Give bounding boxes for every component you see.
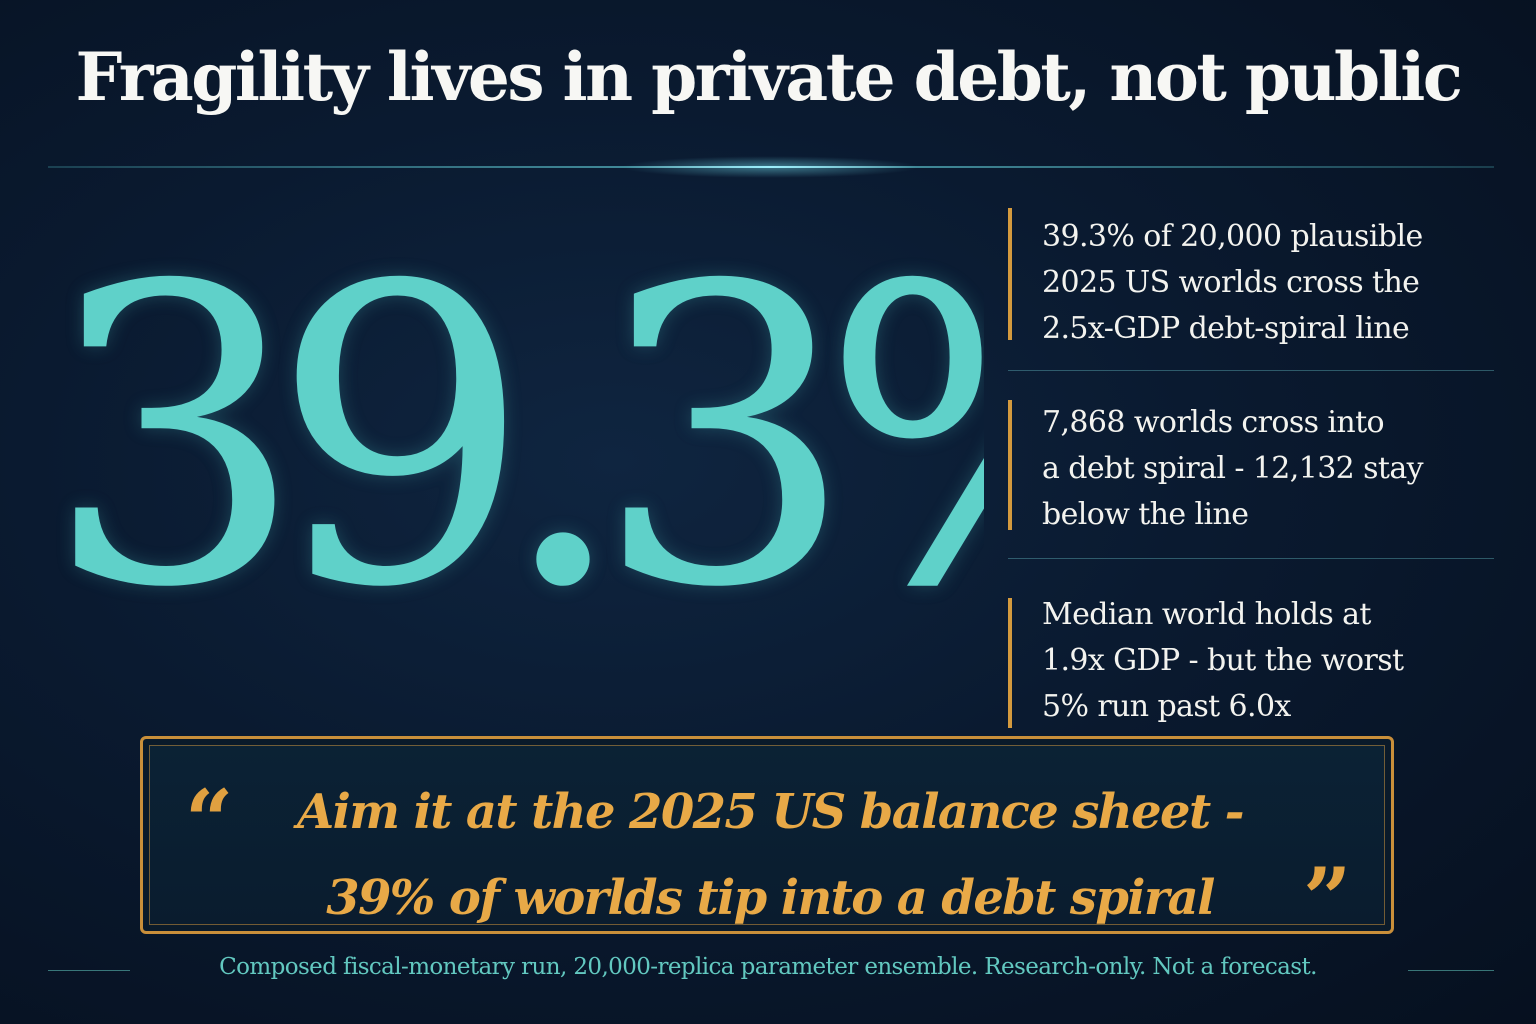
fact-item: 7,868 worlds cross into a debt spiral - … [1008, 374, 1494, 572]
fact-text-line: 1.9x GDP - but the worst [1042, 643, 1404, 678]
fact-text-line: 5% run past 6.0x [1042, 689, 1291, 724]
quote-callout: “ Aim it at the 2025 US balance sheet - … [140, 736, 1394, 941]
headline-stat: 39.3% [44, 199, 984, 677]
fact-list: 39.3% of 20,000 plausible 2025 US worlds… [1008, 200, 1494, 762]
footer-rule-right [1408, 970, 1494, 971]
fact-divider [1008, 370, 1494, 371]
title-divider-glow [620, 156, 920, 178]
fact-text-line: Median world holds at [1042, 597, 1371, 632]
fact-text-line: 2025 US worlds cross the [1042, 265, 1420, 300]
fact-text-line: below the line [1042, 497, 1249, 532]
fact-accent-bar [1008, 598, 1012, 728]
quote-line: 39% of worlds tip into a debt spiral [326, 870, 1215, 926]
open-quote-icon: “ [185, 771, 234, 870]
fact-accent-bar [1008, 208, 1012, 340]
fact-text-line: 39.3% of 20,000 plausible [1042, 219, 1423, 254]
footer-note: Composed fiscal-monetary run, 20,000-rep… [219, 954, 1317, 980]
quote-text: Aim it at the 2025 US balance sheet - 39… [143, 769, 1397, 941]
quote-line: Aim it at the 2025 US balance sheet - [297, 784, 1245, 840]
fact-accent-bar [1008, 400, 1012, 530]
fact-text-line: 2.5x-GDP debt-spiral line [1042, 311, 1410, 346]
page-title: Fragility lives in private debt, not pub… [75, 38, 1463, 116]
fact-item: Median world holds at 1.9x GDP - but the… [1008, 572, 1494, 762]
footer-rule-left [48, 970, 130, 971]
close-quote-icon: ” [1303, 849, 1352, 948]
fact-text-line: 7,868 worlds cross into [1042, 405, 1385, 440]
fact-text-line: a debt spiral - 12,132 stay [1042, 451, 1424, 486]
title-divider [48, 166, 1494, 168]
fact-item: 39.3% of 20,000 plausible 2025 US worlds… [1008, 200, 1494, 374]
fact-divider [1008, 558, 1494, 559]
